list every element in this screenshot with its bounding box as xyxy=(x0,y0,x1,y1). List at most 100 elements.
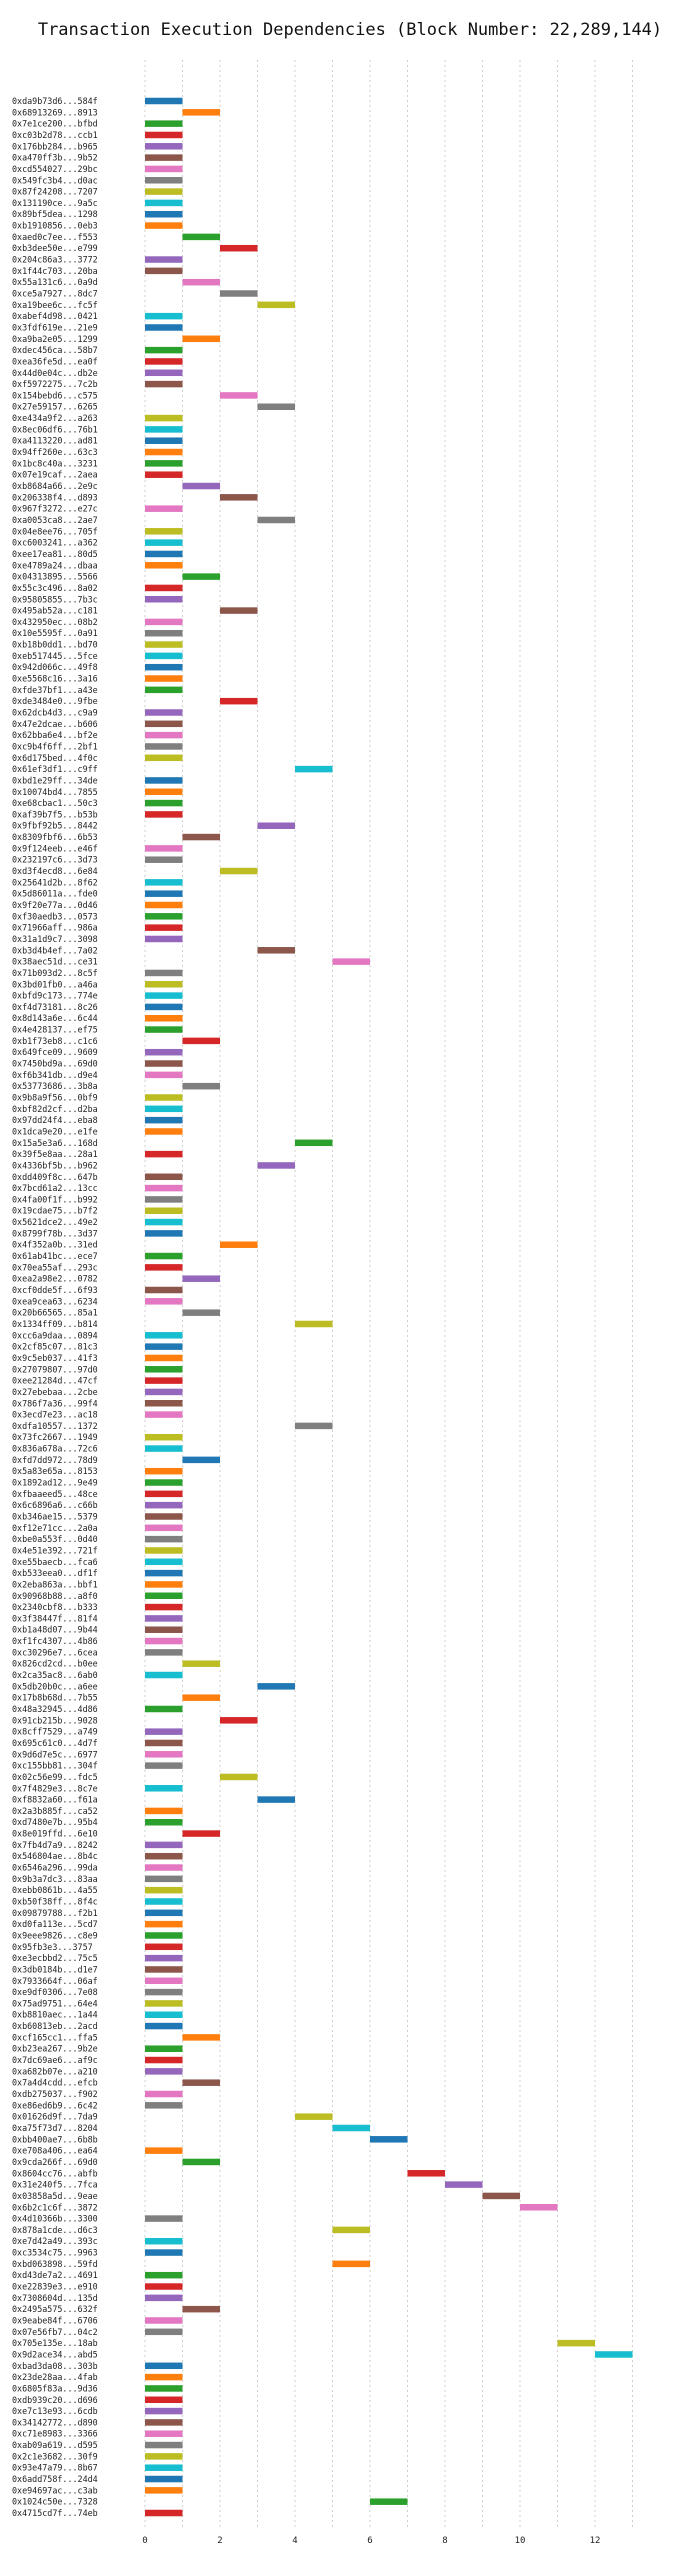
tx-bar xyxy=(182,233,220,241)
tx-label: 0xdb939c20...d696 xyxy=(12,2395,98,2405)
tx-label: 0x02c56e99...fdc5 xyxy=(12,1772,98,1782)
tx-label: 0x8799f78b...3d37 xyxy=(12,1228,98,1238)
tx-label: 0xe3ecbbd2...75c5 xyxy=(12,1953,98,1963)
tx-bar xyxy=(295,1139,333,1147)
tx-label: 0x53773686...3b8a xyxy=(12,1081,98,1091)
tx-bar xyxy=(145,1886,183,1894)
tx-bar xyxy=(182,1456,220,1464)
tx-label: 0xa19bee6c...fc5f xyxy=(12,300,98,310)
tx-label: 0xbad3da08...303b xyxy=(12,2361,98,2371)
tx-bar xyxy=(145,1954,183,1962)
tx-label: 0x25641d2b...8f62 xyxy=(12,877,98,887)
tx-bar xyxy=(145,1592,183,1600)
tx-bar xyxy=(182,2158,220,2166)
tx-label: 0xf8832a60...f61a xyxy=(12,1795,98,1805)
tx-label: 0xea36fe5d...ea0f xyxy=(12,356,98,366)
tx-label: 0x786f7a36...99f4 xyxy=(12,1398,98,1408)
tx-label: 0x5db20b0c...a6ee xyxy=(12,1681,98,1691)
tx-bar xyxy=(145,969,183,977)
tx-bar xyxy=(145,1603,183,1611)
x-tick-label: 12 xyxy=(590,2536,601,2546)
tx-bar xyxy=(145,1898,183,1905)
tx-label: 0x9f20e77a...0d46 xyxy=(12,900,98,910)
tx-label: 0xb533eea0...df1f xyxy=(12,1568,98,1578)
tx-label: 0xdfa10557...1372 xyxy=(12,1421,98,1431)
tx-label: 0x20b66565...85a1 xyxy=(12,1308,98,1318)
tx-bar xyxy=(145,256,183,263)
tx-bar xyxy=(145,1569,183,1577)
tx-label: 0x62bba6e4...bf2e xyxy=(12,730,98,740)
tx-bar xyxy=(220,244,258,252)
tx-bar xyxy=(145,1366,183,1373)
tx-label: 0x7bcd61a2...13cc xyxy=(12,1183,98,1193)
tx-bar xyxy=(257,516,295,524)
tx-bar xyxy=(145,154,183,161)
tx-bar xyxy=(145,1150,183,1158)
tx-label: 0xe708a406...ea64 xyxy=(12,2146,98,2156)
tx-bar xyxy=(145,1230,183,1237)
tx-label: 0xcf0dde5f...6f93 xyxy=(12,1285,98,1295)
tx-label: 0xb8684a66...2e9c xyxy=(12,481,98,491)
tx-bar xyxy=(145,1558,183,1566)
tx-bar xyxy=(145,2487,183,2494)
tx-bar xyxy=(145,788,183,796)
tx-label: 0xb8810aec...1a44 xyxy=(12,2010,98,2020)
tx-bar xyxy=(145,2271,183,2279)
tx-label: 0x8309fbf6...6b53 xyxy=(12,832,98,842)
tx-bar xyxy=(295,1422,333,1430)
tx-label: 0x3db0184b...d1e7 xyxy=(12,1964,98,1974)
tx-label: 0xd0fa113e...5cd7 xyxy=(12,1919,98,1929)
tx-bar xyxy=(145,2441,183,2449)
tx-label: 0xeb517445...5fce xyxy=(12,651,98,661)
tx-bar xyxy=(145,426,183,433)
tx-label: 0xd7480e7b...95b4 xyxy=(12,1817,98,1827)
tx-label: 0x27ebebaa...2cbe xyxy=(12,1387,98,1397)
tx-label: 0x232197c6...3d73 xyxy=(12,855,98,865)
tx-label: 0xea2a98e2...0782 xyxy=(12,1274,98,1284)
tx-bar xyxy=(145,924,183,931)
tx-bar xyxy=(145,675,183,682)
tx-label: 0xa4113220...ad81 xyxy=(12,436,98,446)
tx-label: 0xc71e8983...3366 xyxy=(12,2429,98,2439)
tx-bar xyxy=(145,845,183,852)
tx-bar xyxy=(182,833,220,841)
tx-label: 0xee17ea81...80d5 xyxy=(12,549,98,559)
tx-label: 0x9d2ace34...abd5 xyxy=(12,2349,98,2359)
tx-bar xyxy=(182,1275,220,1282)
tx-label: 0xdb275037...f902 xyxy=(12,2089,98,2099)
tx-label: 0x2340cbf8...b333 xyxy=(12,1602,98,1612)
tx-label: 0xf5972275...7c2b xyxy=(12,379,98,389)
tx-label: 0x495ab52a...c181 xyxy=(12,606,98,616)
tx-bar xyxy=(145,584,183,592)
tx-label: 0xb3d4b4ef...7a02 xyxy=(12,945,98,955)
tx-label: 0x7933664f...06af xyxy=(12,1976,98,1986)
tx-bar xyxy=(145,1218,183,1226)
tx-label: 0x432950ec...08b2 xyxy=(12,617,98,627)
tx-bar xyxy=(145,1003,183,1011)
tx-bar xyxy=(145,1071,183,1079)
tx-bar xyxy=(145,562,183,569)
tx-bar xyxy=(145,799,183,807)
tx-label: 0x87f24208...7207 xyxy=(12,187,98,197)
tx-label: 0x44d0e04c...db2e xyxy=(12,368,98,378)
tx-label: 0xa0053ca8...2ae7 xyxy=(12,515,98,525)
tx-bar xyxy=(295,2113,333,2120)
tx-bar xyxy=(145,1388,183,1396)
tx-bar xyxy=(220,1717,258,1724)
tx-bar xyxy=(145,414,183,422)
tx-bar xyxy=(220,697,258,705)
tx-bar xyxy=(482,2192,520,2200)
tx-label: 0xbf82d2cf...d2ba xyxy=(12,1104,98,1114)
tx-label: 0xcc6a9daa...0894 xyxy=(12,1330,98,1340)
tx-label: 0x705e135e...18ab xyxy=(12,2338,98,2348)
tx-bar xyxy=(145,380,183,388)
tx-bar xyxy=(145,2362,183,2370)
tx-label: 0x4f352a0b...31ed xyxy=(12,1240,98,1250)
tx-label: 0x4336bf5b...b962 xyxy=(12,1160,98,1170)
tx-bar xyxy=(182,1037,220,1045)
tx-label: 0x9f124eeb...e46f xyxy=(12,843,98,853)
tx-bar xyxy=(145,1547,183,1554)
tx-bar xyxy=(145,1977,183,1985)
tx-bar xyxy=(145,1252,183,1260)
tx-bar xyxy=(145,856,183,863)
